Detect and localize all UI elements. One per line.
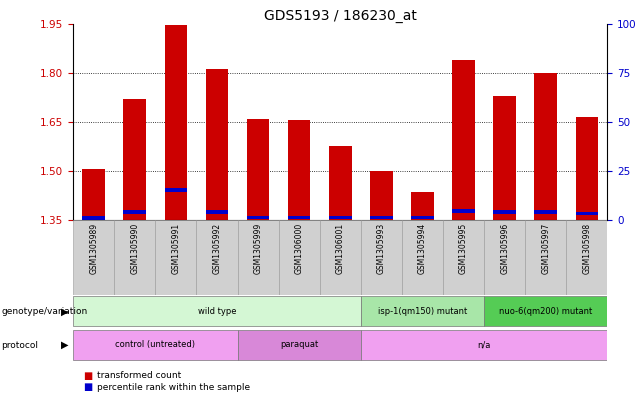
Bar	[534, 209, 557, 213]
Bar	[237, 330, 361, 360]
Bar	[197, 220, 237, 295]
Bar	[361, 220, 402, 295]
Bar	[484, 220, 525, 295]
Bar	[288, 120, 310, 220]
Bar	[370, 216, 392, 219]
Bar	[165, 25, 187, 220]
Text: GSM1305992: GSM1305992	[212, 223, 221, 274]
Text: percentile rank within the sample: percentile rank within the sample	[97, 383, 250, 392]
Text: GSM1305998: GSM1305998	[583, 223, 591, 274]
Bar	[484, 296, 607, 327]
Text: GSM1306000: GSM1306000	[294, 223, 303, 274]
Bar	[411, 216, 434, 219]
Bar	[288, 216, 310, 219]
Text: ▶: ▶	[61, 340, 69, 350]
Bar	[114, 220, 155, 295]
Bar	[329, 147, 352, 220]
Text: wild type: wild type	[198, 307, 236, 316]
Bar	[576, 117, 598, 220]
Bar	[165, 187, 187, 192]
Bar	[534, 73, 557, 220]
Bar	[205, 209, 228, 213]
Bar	[361, 296, 484, 327]
Text: transformed count: transformed count	[97, 371, 181, 380]
Bar	[73, 330, 237, 360]
Text: nuo-6(qm200) mutant: nuo-6(qm200) mutant	[499, 307, 592, 316]
Bar	[443, 220, 484, 295]
Bar	[576, 212, 598, 215]
Bar	[361, 330, 607, 360]
Text: GSM1305993: GSM1305993	[377, 223, 386, 274]
Bar	[247, 119, 270, 220]
Text: GSM1305990: GSM1305990	[130, 223, 139, 274]
Bar	[525, 220, 566, 295]
Bar	[411, 192, 434, 220]
Bar	[452, 60, 475, 220]
Bar	[83, 216, 105, 220]
Text: GSM1305996: GSM1305996	[500, 223, 509, 274]
Bar	[452, 209, 475, 213]
Text: ■: ■	[83, 382, 92, 393]
Text: isp-1(qm150) mutant: isp-1(qm150) mutant	[378, 307, 467, 316]
Bar	[494, 95, 516, 220]
Bar	[123, 209, 146, 213]
Bar	[494, 209, 516, 213]
Title: GDS5193 / 186230_at: GDS5193 / 186230_at	[264, 9, 417, 22]
Bar	[73, 220, 114, 295]
Text: ▶: ▶	[61, 307, 69, 317]
Text: GSM1305994: GSM1305994	[418, 223, 427, 274]
Bar	[320, 220, 361, 295]
Text: paraquat: paraquat	[280, 340, 318, 349]
Bar	[205, 70, 228, 220]
Bar	[402, 220, 443, 295]
Text: n/a: n/a	[478, 340, 491, 349]
Bar	[83, 169, 105, 220]
Bar	[155, 220, 197, 295]
Bar	[73, 296, 361, 327]
Text: ■: ■	[83, 371, 92, 381]
Bar	[123, 99, 146, 220]
Text: GSM1305997: GSM1305997	[541, 223, 550, 274]
Bar	[370, 171, 392, 220]
Text: protocol: protocol	[1, 341, 38, 349]
Text: control (untreated): control (untreated)	[115, 340, 195, 349]
Bar	[279, 220, 320, 295]
Text: GSM1305999: GSM1305999	[254, 223, 263, 274]
Text: genotype/variation: genotype/variation	[1, 307, 88, 316]
Bar	[329, 216, 352, 219]
Bar	[237, 220, 279, 295]
Text: GSM1305989: GSM1305989	[89, 223, 98, 274]
Text: GSM1305995: GSM1305995	[459, 223, 468, 274]
Bar	[566, 220, 607, 295]
Text: GSM1306001: GSM1306001	[336, 223, 345, 274]
Text: GSM1305991: GSM1305991	[171, 223, 181, 274]
Bar	[247, 216, 270, 219]
